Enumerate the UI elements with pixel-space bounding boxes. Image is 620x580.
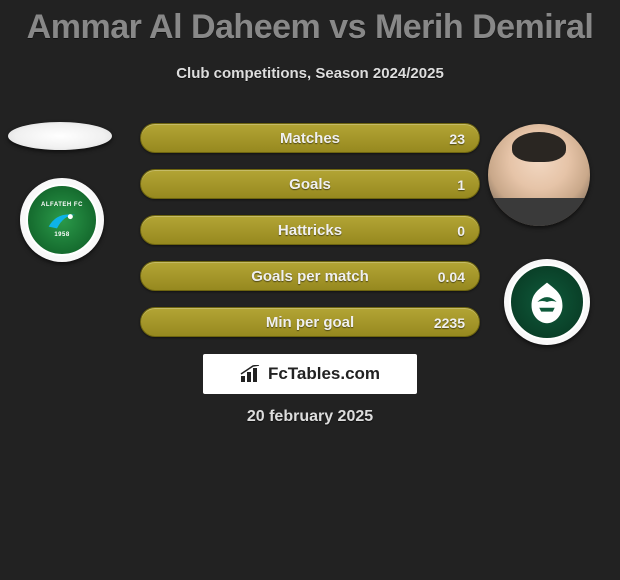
stat-value-right: 1	[457, 170, 465, 198]
stat-value-right: 0	[457, 216, 465, 244]
stat-label: Hattricks	[141, 216, 479, 244]
stat-value-right: 2235	[434, 308, 465, 336]
brand-box: FcTables.com	[203, 354, 417, 394]
club-badge-right-emblem-icon	[518, 273, 576, 331]
stat-label: Matches	[141, 124, 479, 152]
stat-bar-goals-per-match: Goals per match 0.04	[140, 261, 480, 291]
page-title: Ammar Al Daheem vs Merih Demiral	[0, 0, 620, 47]
player-left-avatar	[8, 122, 112, 150]
player-right-avatar	[488, 124, 590, 226]
subtitle: Club competitions, Season 2024/2025	[0, 65, 620, 82]
club-badge-right-inner	[509, 264, 585, 340]
stat-bar-hattricks: Hattricks 0	[140, 215, 480, 245]
stat-label: Goals per match	[141, 262, 479, 290]
club-badge-left: ALFATEH FC 1958	[20, 178, 104, 262]
stat-label: Min per goal	[141, 308, 479, 336]
stat-value-right: 0.04	[438, 262, 465, 290]
brand-text: FcTables.com	[268, 364, 380, 384]
stats-bars: Matches 23 Goals 1 Hattricks 0 Goals per…	[140, 123, 480, 353]
club-badge-right	[504, 259, 590, 345]
stat-label: Goals	[141, 170, 479, 198]
stat-bar-min-per-goal: Min per goal 2235	[140, 307, 480, 337]
club-badge-left-text-top: ALFATEH FC	[41, 202, 83, 208]
stat-value-right: 23	[449, 124, 465, 152]
date-text: 20 february 2025	[0, 408, 620, 426]
club-badge-left-year: 1958	[54, 232, 69, 238]
stat-bar-matches: Matches 23	[140, 123, 480, 153]
stat-bar-goals: Goals 1	[140, 169, 480, 199]
club-badge-left-inner: ALFATEH FC 1958	[26, 184, 98, 256]
club-badge-left-swoosh-icon	[45, 210, 79, 230]
brand-chart-icon	[240, 365, 262, 383]
